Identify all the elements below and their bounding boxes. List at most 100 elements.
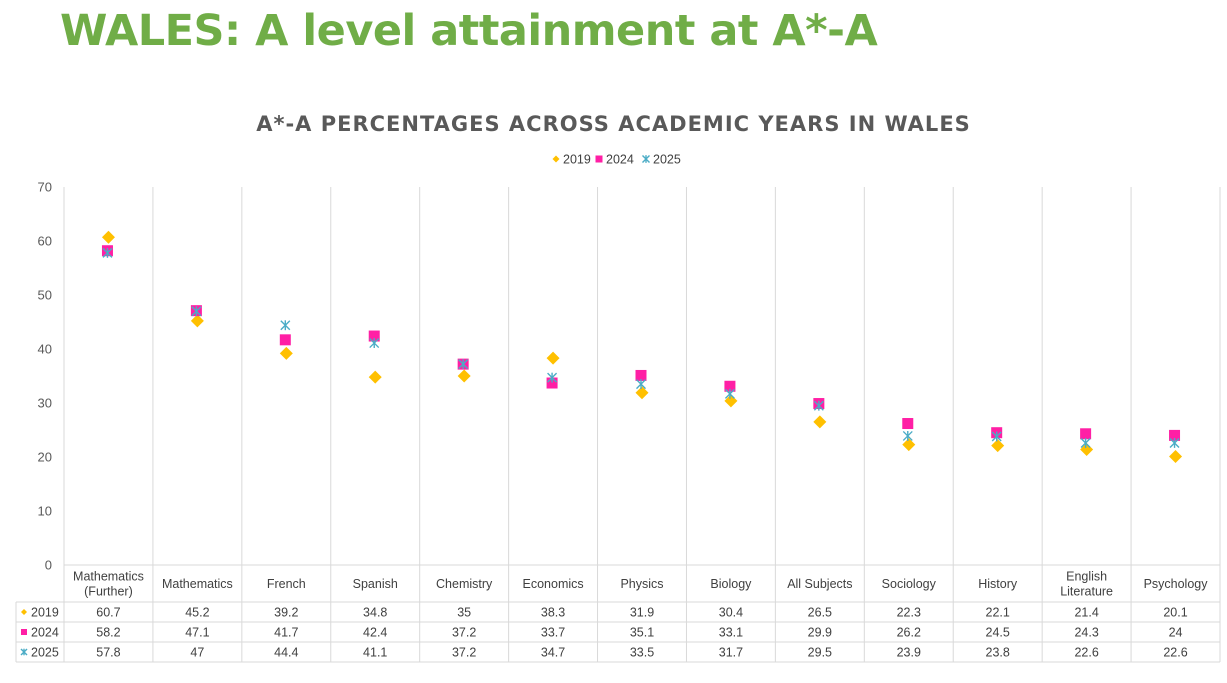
point-2024	[724, 380, 736, 392]
y-tick-label: 0	[45, 558, 52, 573]
point-2025	[636, 379, 646, 390]
point-2024	[279, 334, 291, 346]
table-value: 60.7	[96, 606, 120, 620]
point-2025	[191, 306, 202, 317]
legend-marker-2024	[595, 155, 603, 163]
category-label: Spanish	[353, 577, 398, 591]
y-tick-label: 40	[38, 342, 52, 357]
point-2024	[546, 377, 558, 389]
table-value: 24.5	[986, 626, 1010, 640]
category-label: Mathematics (Further)	[73, 570, 144, 599]
point-2025	[547, 372, 558, 383]
y-tick-label: 20	[38, 450, 52, 465]
data-table: Mathematics (Further) Mathematics French Spa…	[15, 564, 1220, 663]
gridlines	[63, 187, 1221, 662]
table-value: 33.5	[630, 646, 654, 660]
legend-marker-2019	[552, 155, 560, 163]
table-value: 33.1	[719, 626, 743, 640]
legend-entry-2024: 2024	[595, 153, 634, 167]
table-value: 33.7	[541, 626, 565, 640]
table-value: 42.4	[363, 626, 387, 640]
legend-label-2019: 2019	[563, 153, 591, 167]
table-value: 23.9	[897, 646, 921, 660]
page-heading: WALES: A level attainment at A*-A	[60, 6, 878, 56]
table-value: 29.9	[808, 626, 832, 640]
category-label: All Subjects	[787, 577, 852, 591]
table-value: 57.8	[96, 646, 120, 660]
table-value: 37.2	[452, 646, 476, 660]
table-value: 35	[457, 606, 471, 620]
table-value: 21.4	[1074, 606, 1098, 620]
table-series-label-2025: 2025	[31, 646, 59, 660]
point-2025	[1169, 437, 1180, 448]
category-label: Psychology	[1144, 577, 1209, 591]
point-2025	[991, 431, 1002, 442]
point-2019	[902, 438, 916, 452]
table-value: 34.7	[541, 646, 565, 660]
point-2025	[724, 388, 735, 399]
category-label: Sociology	[882, 577, 937, 591]
legend-entry-2019: 2019	[552, 153, 591, 167]
table-value: 23.8	[986, 646, 1010, 660]
y-axis: 0 10 20 30 40 50 60 70	[38, 180, 52, 573]
category-label: Economics	[523, 577, 584, 591]
table-value: 29.5	[808, 646, 832, 660]
category-label: French	[267, 577, 306, 591]
point-2019	[279, 346, 293, 360]
chart-title: A*-A PERCENTAGES ACROSS ACADEMIC YEARS I…	[256, 112, 971, 136]
point-2025	[280, 320, 291, 331]
table-value: 44.4	[274, 646, 298, 660]
category-label: English Literature	[1060, 570, 1113, 599]
table-value: 31.7	[719, 646, 743, 660]
y-tick-label: 30	[38, 396, 52, 411]
category-label: Biology	[710, 577, 752, 591]
category-label: Physics	[620, 577, 663, 591]
point-2024	[1169, 429, 1181, 441]
point-2025	[1080, 437, 1091, 448]
table-value: 26.5	[808, 606, 832, 620]
table-value: 41.1	[363, 646, 387, 660]
table-value: 39.2	[274, 606, 298, 620]
table-value: 41.7	[274, 626, 298, 640]
legend-label-2025: 2025	[653, 153, 681, 167]
point-2019	[635, 386, 649, 400]
table-value: 37.2	[452, 626, 476, 640]
table-value: 45.2	[185, 606, 209, 620]
data-points	[101, 230, 1183, 463]
point-2024	[1080, 428, 1092, 440]
table-value: 24.3	[1074, 626, 1098, 640]
legend-marker-2025	[642, 155, 650, 163]
table-value: 24	[1169, 626, 1183, 640]
table-series-label-2019: 2019	[31, 606, 59, 620]
point-2024	[368, 330, 380, 342]
y-tick-label: 70	[38, 180, 52, 195]
table-value: 20.1	[1163, 606, 1187, 620]
table-value: 58.2	[96, 626, 120, 640]
y-tick-label: 60	[38, 234, 52, 249]
point-2024	[635, 369, 647, 381]
point-2019	[546, 351, 560, 365]
table-value: 22.3	[897, 606, 921, 620]
category-label: History	[978, 577, 1018, 591]
table-legend-marker-2019	[21, 609, 27, 615]
point-2019	[190, 314, 204, 328]
point-2025	[458, 359, 469, 370]
legend-label-2024: 2024	[606, 153, 634, 167]
point-2019	[1169, 449, 1183, 463]
table-value: 22.1	[986, 606, 1010, 620]
table-value: 34.8	[363, 606, 387, 620]
table-value: 38.3	[541, 606, 565, 620]
category-label: Chemistry	[436, 577, 493, 591]
point-2025	[813, 400, 824, 411]
point-2019	[101, 230, 115, 244]
point-2024	[902, 418, 914, 430]
point-2019	[991, 439, 1005, 453]
table-series-label-2024: 2024	[31, 626, 59, 640]
table-value: 47.1	[185, 626, 209, 640]
legend-entry-2025: 2025	[642, 153, 681, 167]
table-value: 22.6	[1074, 646, 1098, 660]
table-value: 26.2	[897, 626, 921, 640]
point-2025	[102, 247, 113, 258]
table-legend-marker-2024	[21, 629, 27, 635]
y-tick-label: 50	[38, 288, 52, 303]
